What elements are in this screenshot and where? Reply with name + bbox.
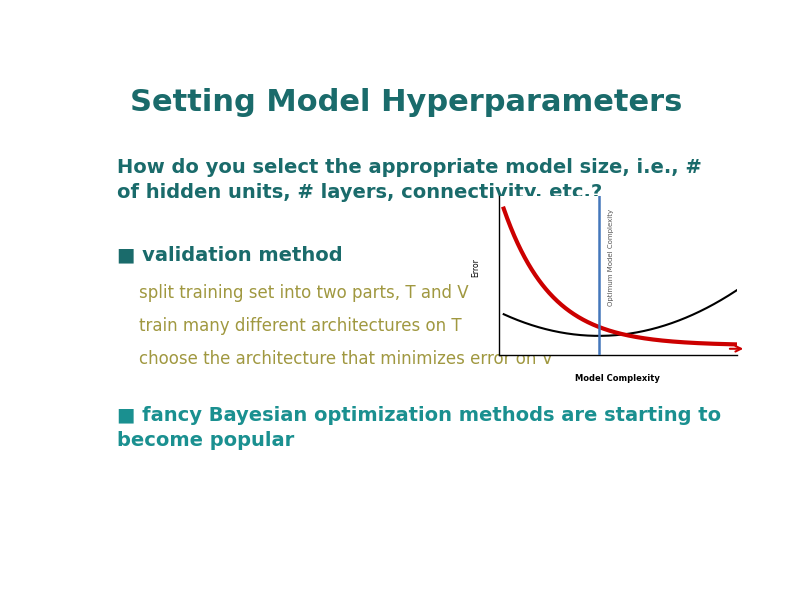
- Text: train many different architectures on T: train many different architectures on T: [139, 316, 462, 335]
- Text: Optimum Model Complexity: Optimum Model Complexity: [608, 209, 615, 306]
- Text: choose the architecture that minimizes error on V: choose the architecture that minimizes e…: [139, 349, 553, 368]
- Text: split training set into two parts, T and V: split training set into two parts, T and…: [139, 283, 469, 302]
- Text: Model Complexity: Model Complexity: [575, 374, 661, 383]
- Text: ■ validation method: ■ validation method: [117, 245, 343, 264]
- Text: Setting Model Hyperparameters: Setting Model Hyperparameters: [130, 88, 682, 116]
- Text: ■ fancy Bayesian optimization methods are starting to
become popular: ■ fancy Bayesian optimization methods ar…: [117, 406, 722, 450]
- Text: Error: Error: [471, 258, 480, 277]
- Text: How do you select the appropriate model size, i.e., #
of hidden units, # layers,: How do you select the appropriate model …: [117, 159, 703, 202]
